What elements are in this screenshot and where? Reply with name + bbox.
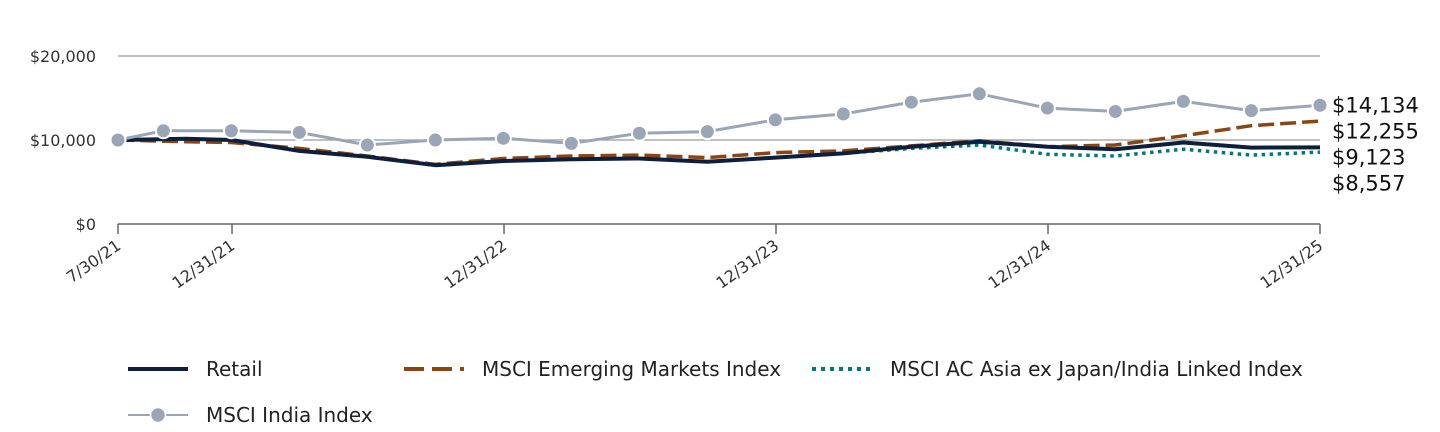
end-label-msci-india-index: $14,134 xyxy=(1332,93,1419,117)
data-point-msci-india-index xyxy=(902,93,920,111)
y-tick-label: $20,000 xyxy=(30,47,96,66)
data-point-msci-india-index xyxy=(222,122,240,140)
data-point-msci-india-index xyxy=(1106,102,1124,120)
y-tick-label: $10,000 xyxy=(30,131,96,150)
data-point-msci-india-index xyxy=(109,131,127,149)
end-label-retail: $9,123 xyxy=(1332,145,1405,169)
series-line-retail xyxy=(117,136,1321,168)
data-point-msci-india-index xyxy=(970,85,988,103)
data-point-msci-india-index xyxy=(426,131,444,149)
x-tick-label: 12/31/24 xyxy=(985,236,1055,293)
y-axis-ticks: $0 $10,000 $20,000 xyxy=(30,47,96,234)
gridlines xyxy=(118,55,1320,141)
data-point-msci-india-index xyxy=(630,124,648,142)
data-point-msci-india-index xyxy=(1311,96,1329,114)
series-lines xyxy=(109,85,1329,168)
legend-label: Retail xyxy=(206,357,263,381)
end-value-labels: $14,134$12,255$9,123$8,557 xyxy=(1332,93,1419,195)
legend-label: MSCI India Index xyxy=(206,403,373,427)
data-point-msci-india-index xyxy=(358,136,376,154)
legend-item-msci-ac-asia-ex-japan-india-linked-index: MSCI AC Asia ex Japan/India Linked Index xyxy=(812,357,1303,381)
data-point-msci-india-index xyxy=(1242,102,1260,120)
data-point-msci-india-index xyxy=(494,129,512,147)
data-point-msci-india-index xyxy=(766,111,784,129)
legend-item-retail: Retail xyxy=(128,357,263,381)
end-label-msci-ac-asia-ex-japan-india-linked-index: $8,557 xyxy=(1332,171,1405,195)
data-point-msci-india-index xyxy=(562,134,580,152)
end-label-msci-emerging-markets-index: $12,255 xyxy=(1332,119,1419,143)
x-tick-label: 12/31/25 xyxy=(1257,236,1327,293)
x-tick-label: 12/31/21 xyxy=(169,236,239,293)
series-line-msci-emerging-markets-index xyxy=(117,119,1321,167)
data-point-msci-india-index xyxy=(1038,99,1056,117)
legend-label: MSCI AC Asia ex Japan/India Linked Index xyxy=(890,357,1303,381)
data-point-msci-india-index xyxy=(1174,92,1192,110)
data-point-msci-india-index xyxy=(154,122,172,140)
y-tick-label: $0 xyxy=(76,215,96,234)
legend-item-msci-india-index: MSCI India Index xyxy=(128,403,373,427)
legend: Retail MSCI Emerging Markets Index MSCI AC… xyxy=(128,357,1303,427)
x-tick-label: 12/31/23 xyxy=(713,236,783,293)
data-point-msci-india-index xyxy=(290,123,308,141)
data-point-msci-india-index xyxy=(698,123,716,141)
x-axis-ticks: 7/30/21 12/31/21 12/31/22 12/31/23 12/31/24 1… xyxy=(63,224,1326,292)
x-tick-label: 12/31/22 xyxy=(441,236,511,293)
data-point-msci-india-index xyxy=(834,105,852,123)
legend-item-msci-emerging-markets-index: MSCI Emerging Markets Index xyxy=(404,357,781,381)
legend-label: MSCI Emerging Markets Index xyxy=(482,357,781,381)
x-tick-label: 7/30/21 xyxy=(63,236,124,287)
legend-marker xyxy=(149,406,167,424)
